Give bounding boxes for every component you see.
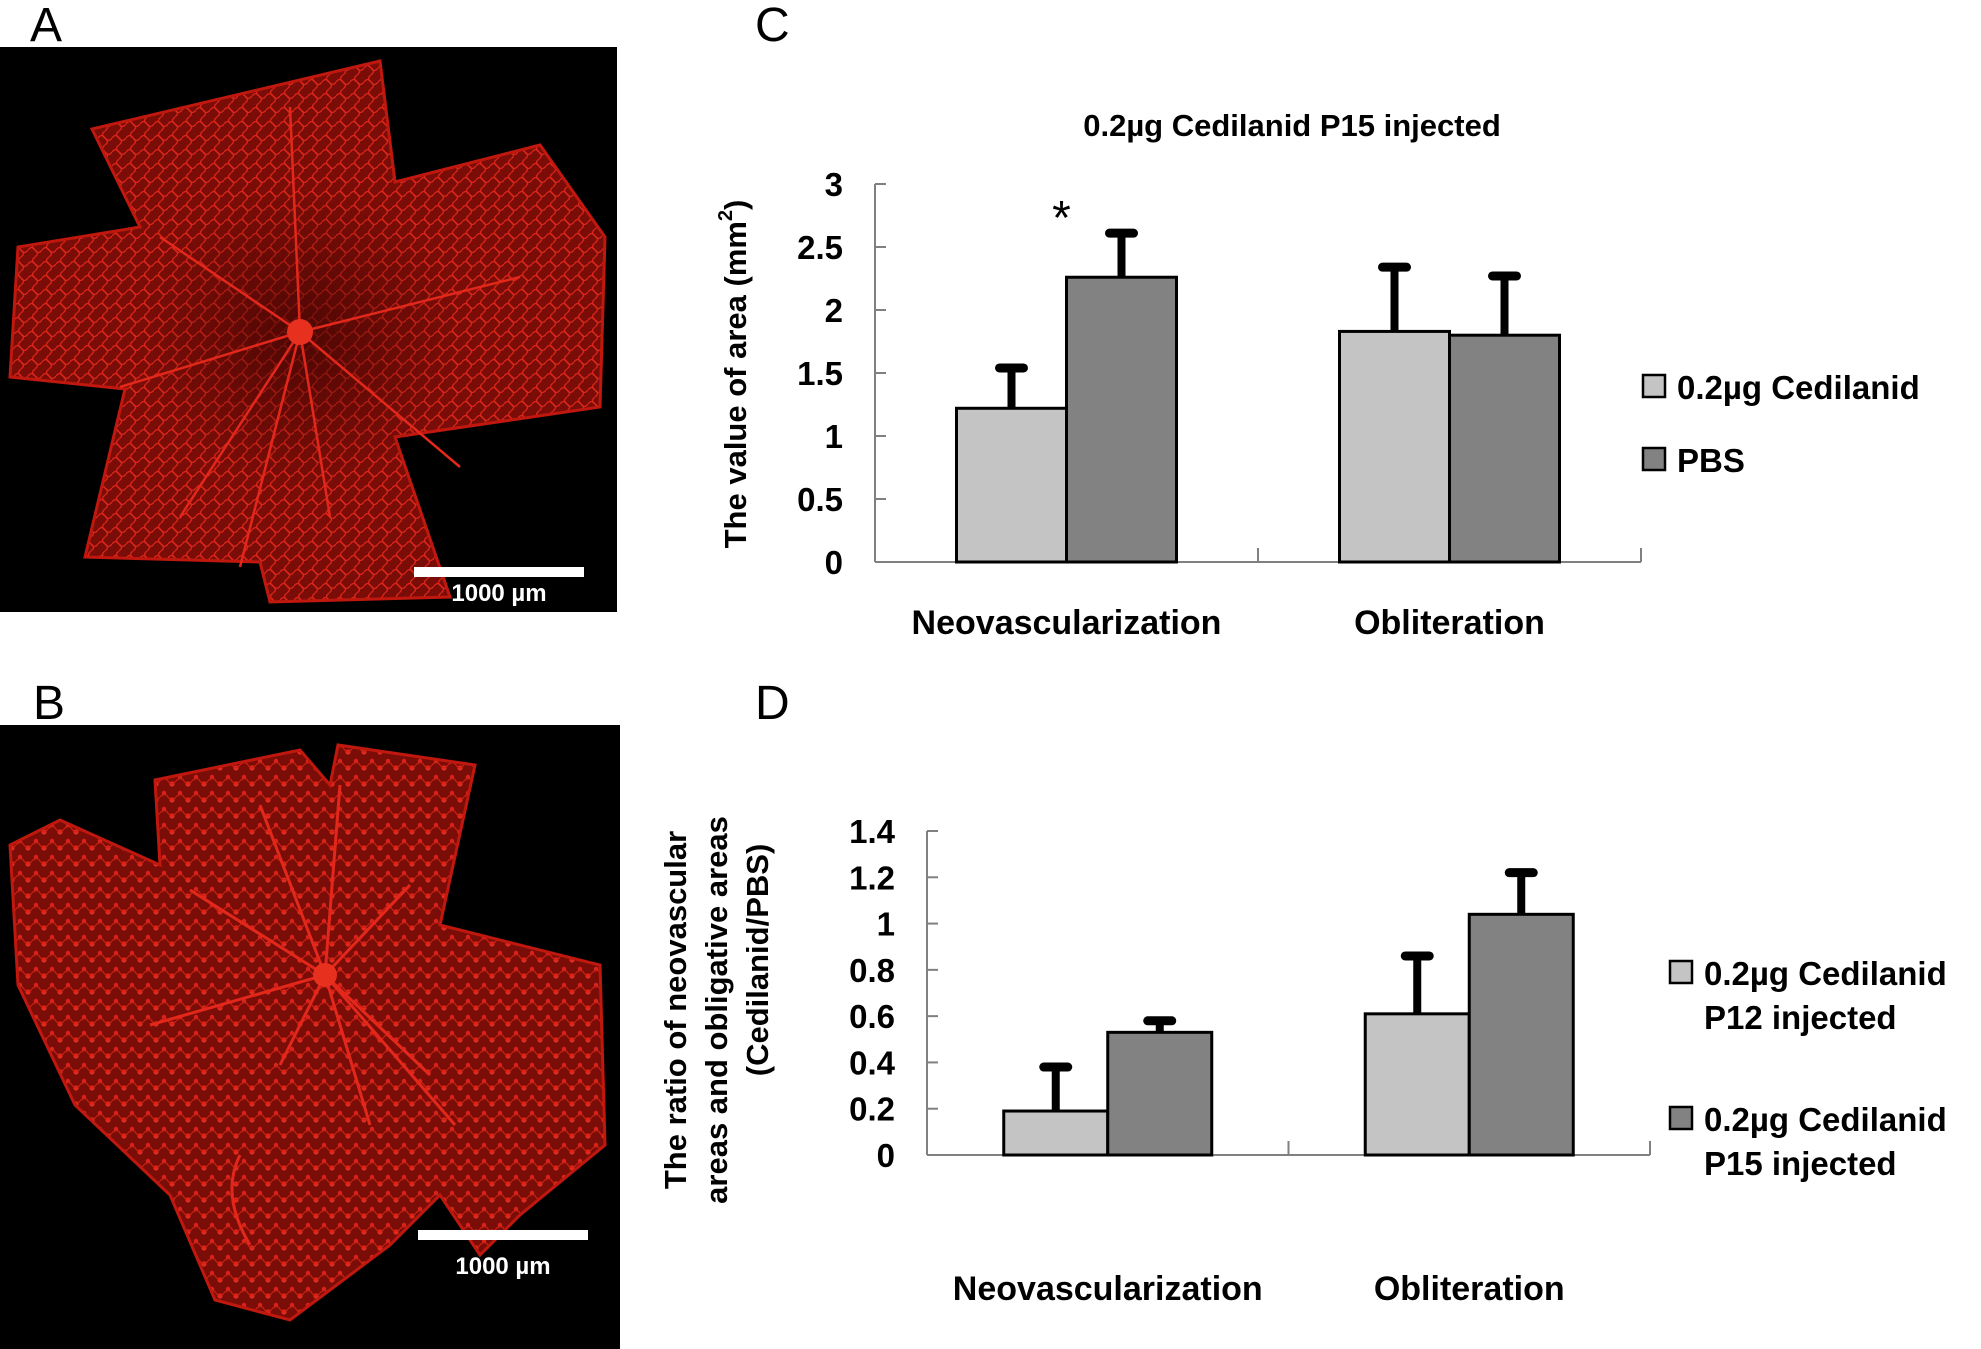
legend-swatch bbox=[1641, 373, 1667, 399]
chart-d-ylabel-line: (Cedilanid/PBS) bbox=[740, 844, 775, 1077]
panel-letter-d: D bbox=[755, 677, 790, 730]
y-tick-label: 1 bbox=[877, 906, 895, 943]
bar-0-2-g-cedilanid-p15-injected-obliteration bbox=[1467, 912, 1575, 1157]
chart-d-ylabel: The ratio of neovascular areas and obliga… bbox=[658, 816, 775, 1204]
chart-c: 0.2µg Cedilanid P15 injected The value o… bbox=[715, 108, 1920, 642]
y-tick-label: 2 bbox=[825, 292, 843, 329]
bar-pbs-neovascularization bbox=[1065, 275, 1178, 564]
chart-d-ylabel-line: areas and obligative areas bbox=[699, 816, 734, 1204]
y-tick-label: 0.6 bbox=[849, 998, 895, 1035]
legend-label: 0.2µg Cedilanid bbox=[1704, 1101, 1947, 1138]
chart-d-ylabel-line: The ratio of neovascular bbox=[658, 831, 693, 1189]
scale-bar-b bbox=[418, 1230, 588, 1240]
scale-label-a: 1000 µm bbox=[451, 580, 547, 607]
y-tick-label: 0.2 bbox=[849, 1091, 895, 1128]
bar-0-2-g-cedilanid-obliteration bbox=[1338, 329, 1451, 564]
chart-c-ylabel-sup: 2 bbox=[715, 210, 737, 221]
panel-letter-a: A bbox=[30, 0, 63, 52]
legend-label: P12 injected bbox=[1704, 999, 1897, 1036]
y-tick-label: 1.4 bbox=[849, 813, 896, 850]
retina-micrograph-b: 1000 µm bbox=[0, 725, 620, 1349]
chart-c-title: 0.2µg Cedilanid P15 injected bbox=[1083, 108, 1501, 143]
bar-0-2-g-cedilanid-p15-injected-neovascularization bbox=[1106, 1030, 1214, 1157]
x-category-label: Neovascularization bbox=[953, 1270, 1263, 1308]
bar-pbs-obliteration bbox=[1448, 333, 1561, 564]
retina-micrograph-a: 1000 µm bbox=[0, 47, 617, 612]
legend-swatch bbox=[1668, 1105, 1694, 1131]
legend-label: 0.2µg Cedilanid bbox=[1677, 369, 1920, 406]
chart-c-ylabel-main: The value of area (mm bbox=[718, 221, 753, 548]
y-tick-label: 0.5 bbox=[797, 481, 843, 518]
panel-letter-b: B bbox=[33, 677, 66, 730]
legend-swatch bbox=[1668, 959, 1694, 985]
chart-d-legend: 0.2µg Cedilanid P12 injected 0.2µg Cedilan… bbox=[1668, 955, 1947, 1182]
y-tick-label: 1 bbox=[825, 418, 843, 455]
x-category-label: Obliteration bbox=[1374, 1270, 1565, 1308]
scale-bar-a bbox=[414, 567, 584, 577]
y-tick-label: 2.5 bbox=[797, 229, 843, 266]
retina-flatmount-a-image bbox=[8, 59, 607, 604]
bar-0-2-g-cedilanid-p12-injected-obliteration bbox=[1363, 1012, 1471, 1157]
retina-flatmount-b-image bbox=[8, 743, 607, 1322]
chart-c-legend: 0.2µg Cedilanid PBS bbox=[1641, 369, 1920, 479]
legend-label: 0.2µg Cedilanid bbox=[1704, 955, 1947, 992]
chart-d-bars bbox=[1002, 868, 1575, 1157]
scale-label-b: 1000 µm bbox=[455, 1253, 551, 1280]
bar-0-2-g-cedilanid-p12-injected-neovascularization bbox=[1002, 1109, 1110, 1157]
x-category-label: Neovascularization bbox=[912, 604, 1222, 642]
significance-asterisk: * bbox=[1052, 192, 1071, 245]
legend-swatch bbox=[1641, 446, 1667, 472]
y-tick-label: 0 bbox=[877, 1137, 895, 1174]
y-tick-label: 0.8 bbox=[849, 952, 895, 989]
y-tick-label: 0 bbox=[825, 544, 843, 581]
y-tick-label: 1.5 bbox=[797, 355, 843, 392]
y-tick-label: 0.4 bbox=[849, 1044, 896, 1081]
legend-label: P15 injected bbox=[1704, 1145, 1897, 1182]
legend-label: PBS bbox=[1677, 442, 1745, 479]
y-tick-label: 3 bbox=[825, 166, 843, 203]
x-category-label: Obliteration bbox=[1354, 604, 1545, 642]
chart-c-bars: * bbox=[955, 192, 1561, 564]
panel-letter-c: C bbox=[755, 0, 790, 52]
y-tick-label: 1.2 bbox=[849, 859, 895, 896]
chart-c-ylabel-end: ) bbox=[718, 200, 753, 210]
chart-c-ylabel: The value of area (mm2) bbox=[715, 200, 753, 549]
